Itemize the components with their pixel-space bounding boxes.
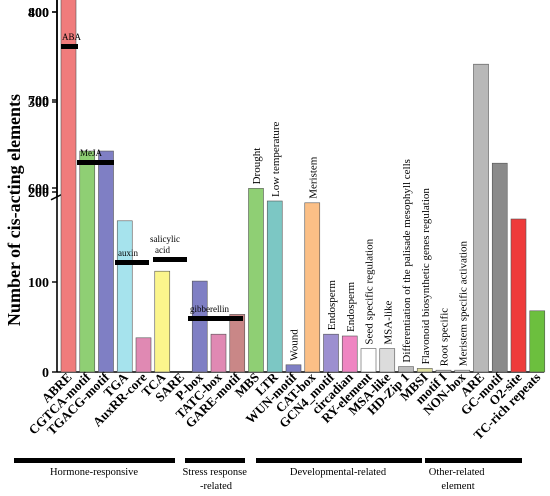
rotated-label: Endosperm (326, 280, 338, 331)
rotated-label: Meristem (307, 156, 319, 199)
bar-gcn4-motif (323, 333, 339, 373)
bar-hd-zip-1 (398, 366, 414, 373)
salicylic-bar-marker (153, 257, 187, 262)
bar-tga (116, 220, 133, 373)
annotation-meja: MeJA (80, 148, 102, 158)
rotated-label: Endosperm (345, 281, 357, 332)
bar-ltr (266, 200, 283, 373)
bar-cgtca-motif (79, 150, 96, 373)
bar-wun-motif (285, 364, 302, 373)
bar-msa-like (379, 348, 396, 373)
bars (60, 0, 546, 373)
rotated-label: Seed specific regulation (364, 238, 376, 344)
bar-mbs (248, 188, 264, 373)
bar-annotations: ABA MeJA auxin salicylic acid gibberelli… (61, 32, 243, 321)
bar-circadian (341, 335, 358, 373)
y-tick-label: 700 (28, 94, 49, 109)
rotated-label: Meristem specific activation (457, 240, 469, 366)
y-tick-label: 800 (28, 6, 49, 21)
bar-abre (60, 0, 77, 373)
bar-are (473, 63, 489, 373)
group-bar-hormone (14, 458, 175, 463)
bar-tca (154, 270, 171, 373)
group-bar-stress (185, 458, 245, 463)
bar-gc-motif (491, 162, 508, 373)
y-tick-label: 0 (42, 366, 49, 381)
y-tick-label: 300 (28, 96, 49, 111)
bar-non-box (454, 369, 471, 373)
bar-mbsi (416, 368, 433, 373)
gibberellin-bar-marker (188, 316, 243, 321)
bar-auxrr-core (135, 337, 152, 373)
bar-tatc-box (210, 333, 227, 373)
annotation-salicylic: salicylic acid (150, 234, 182, 255)
group-labels: Hormone-responsive Stress response -rela… (14, 458, 522, 492)
bar-cat-box (304, 202, 321, 373)
group-label-hormone: Hormone-responsive (50, 467, 138, 478)
rotated-label: Low temperature (270, 121, 282, 197)
annotation-aba: ABA (62, 32, 82, 42)
group-bar-other (425, 458, 522, 463)
bar-gare-motif (229, 314, 246, 373)
y-tick-label: 100 (28, 276, 49, 291)
y-ticks: 01002003004006007008009001000 (28, 6, 57, 381)
group-label-developmental: Developmental-related (290, 467, 387, 478)
annotation-auxin: auxin (118, 248, 138, 258)
rotated-label: Differentiation of the palisade mesophyl… (401, 159, 413, 363)
bar-ry-element (360, 348, 377, 373)
y-tick-label: 400 (28, 6, 49, 21)
auxin-bar-marker (115, 260, 149, 265)
bar-o2-site (510, 218, 527, 373)
y-axis-label: Number of cis-acting elements (4, 94, 24, 326)
group-bar-developmental (256, 458, 422, 463)
group-label-other: Other-related element (429, 467, 487, 492)
bar-tc-rich-repeats (529, 310, 546, 373)
y-tick-label: 600 (28, 182, 49, 197)
group-label-stress: Stress response -related (182, 467, 249, 492)
bar-tgacg-motif (98, 150, 114, 373)
bar-p-box (191, 280, 208, 373)
aba-bar-marker (61, 44, 78, 49)
meja-bar-marker (77, 160, 114, 165)
rotated-label: Flavonoid biosynthetic genes regulation (420, 188, 432, 365)
rotated-label: Wound (289, 329, 301, 361)
rotated-label: Drought (251, 148, 263, 185)
rotated-label: MSA-like (382, 300, 394, 344)
bar-motif-i (435, 369, 452, 373)
y-tick-label: 200 (28, 186, 49, 201)
annotation-gibberellin: gibberellin (190, 304, 229, 314)
rotated-label: Root specific (439, 308, 451, 366)
rotated-bar-labels: Drought Low temperature Wound Meristem Endos… (251, 121, 469, 366)
x-ticks: ABRECGTCA-motifTGACG-motifTGAAuxRR-coreT… (26, 369, 544, 443)
